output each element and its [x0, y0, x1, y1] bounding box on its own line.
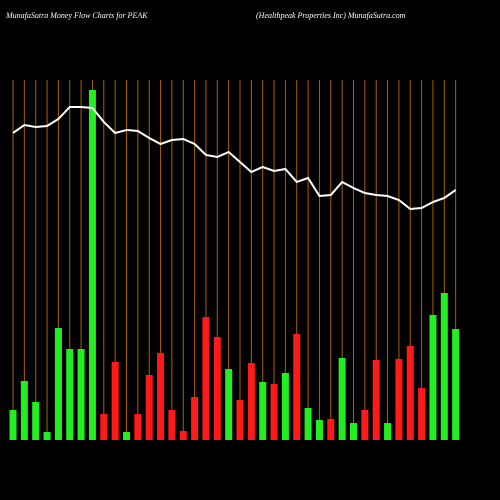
bar: [66, 349, 74, 440]
bar: [259, 382, 267, 440]
bar: [77, 349, 85, 440]
bar: [350, 423, 357, 440]
bar: [406, 346, 414, 440]
bar: [440, 293, 448, 440]
bar: [418, 388, 426, 440]
bar: [327, 419, 335, 440]
bar: [9, 410, 17, 440]
bar: [145, 375, 153, 440]
bar: [452, 329, 460, 440]
bar: [168, 410, 176, 440]
bar: [20, 381, 28, 440]
bar: [236, 400, 244, 440]
bar: [315, 420, 323, 440]
bar: [100, 414, 108, 440]
bar: [88, 90, 96, 440]
bar: [213, 337, 221, 440]
bar: [225, 369, 233, 440]
bar: [32, 402, 40, 440]
bar: [361, 410, 369, 440]
bar: [43, 432, 51, 440]
bar: [123, 432, 130, 440]
bar: [191, 397, 199, 440]
bar: [338, 358, 346, 440]
bar: [202, 317, 210, 440]
bar: [111, 362, 119, 440]
bar: [157, 353, 165, 440]
bar: [270, 384, 278, 440]
bar: [293, 334, 301, 440]
bar: [372, 360, 380, 440]
money-flow-line: [12, 106, 457, 211]
bar: [54, 328, 62, 440]
bar: [429, 315, 437, 440]
chart-title: MunafaSutra Money Flow Charts for PEAK: [5, 11, 148, 20]
chart-subtitle: (Healthpeak Properties Inc) MunafaSutra.…: [256, 11, 406, 20]
bar: [384, 423, 392, 440]
bar: [179, 431, 187, 440]
bar: [304, 408, 312, 440]
bar: [134, 414, 142, 440]
bar: [247, 363, 255, 440]
bar: [281, 373, 289, 440]
bar: [395, 359, 403, 440]
